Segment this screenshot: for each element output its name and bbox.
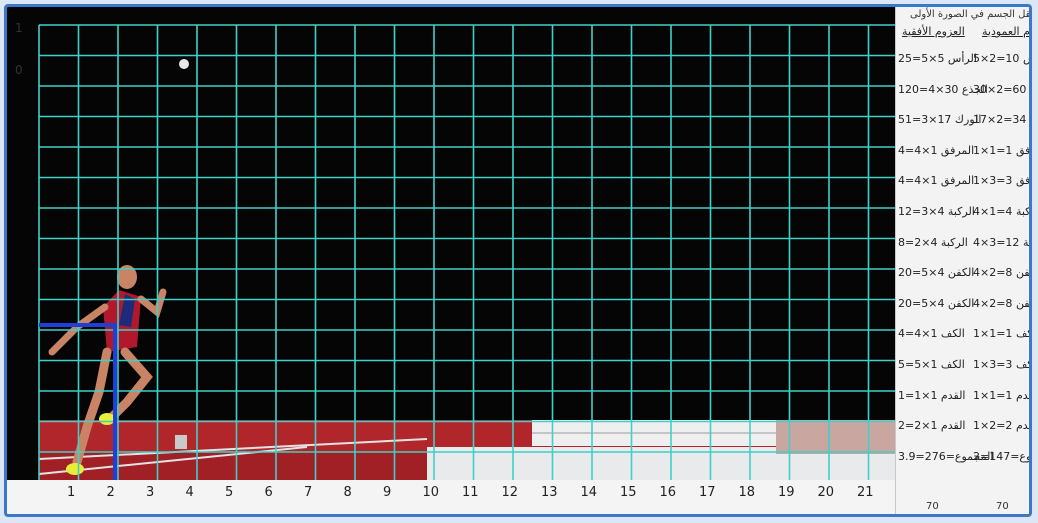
x-axis-tick-label: 15 [620,485,637,500]
x-axis-tick-label: 18 [738,485,756,500]
vertical-moment-cell: 17×2=34 الورك [973,113,1029,127]
vertical-moment-cell: 5×2=10 الرأس [973,52,1029,65]
horizontal-moment-cell: المرفق 1×4=4 [898,174,975,188]
y-axis-label: 0 [15,63,23,77]
vertical-moment-cell: 1×1=1 الكف [973,327,1032,341]
horizontal-moment-cell: الركبة 4×3=12 [898,205,975,218]
horizontal-moment-cell: الكف 1×4=4 [898,327,965,341]
light-spot [179,59,189,69]
horizontal-moment-cell: الورك 17×3=51 [898,113,982,127]
x-axis-tick-label: 20 [817,485,835,500]
vertical-moment-cell: 1×2=2 القدم [973,419,1029,433]
table-title: مركز ثقل الجسم في الصورة الأولى [910,9,1032,20]
x-axis-tick-label: 16 [659,485,677,500]
horizontal-moment-cell: الكفن 4×5=20 [898,296,975,310]
running-track [38,420,895,480]
vertical-moments-header: العزوم العمودية [982,25,1030,38]
center-of-gravity-lines [39,323,117,485]
measurement-grid [38,24,895,480]
x-axis-tick-label: 17 [699,485,716,500]
horizontal-moment-cell: المرفق 1×4=4 [898,143,975,157]
vertical-moment-cell: المجموع=147=2 [973,449,1032,463]
starting-block [175,435,187,449]
horizontal-moment-cell: القدم 1×2=2 [898,419,966,433]
x-axis-tick-label: 10 [422,485,440,500]
x-axis-tick-label: 3 [146,485,155,500]
horizontal-moments-header: العزوم الأفقية [902,25,965,38]
vertical-moment-cell: 4×3=12 الركبة [973,235,1032,249]
vertical-moment-cell: 30×2=60 الجذع [973,82,1029,96]
horizontal-moment-cell: المجموع=276=3.9 [898,449,994,463]
athlete-grid-photo [7,7,895,514]
vertical-moment-cell: 1×3=3 الكف [973,358,1032,371]
x-axis-tick-label: 6 [264,485,273,500]
moments-table: مركز ثقل الجسم في الصورة الأولى العزوم ا… [895,7,1032,514]
vertical-moment-cell: 4×2=8 الكفن [973,296,1030,310]
x-axis-tick-label: 21 [857,485,874,500]
x-axis-tick-label: 8 [343,485,352,500]
vertical-moment-cell: 1×1=1 المرفق [973,143,1031,157]
x-axis-tick-label: 7 [304,485,313,500]
x-axis-tick-label: 19 [778,485,795,500]
x-axis-tick-label: 5 [225,485,234,500]
horizontal-moment-cell: الجذع 30×4=120 [898,82,988,96]
horizontal-moment-cell: الكف 1×5=5 [898,358,965,371]
x-axis-tick-label: 13 [541,485,558,500]
vertical-moment-cell: 4×2=8 الكفن [973,266,1030,280]
vertical-moment-cell: 1×3=3 المرفق [973,174,1031,188]
vertical-moment-cell: 4×1=4 الركبة [973,205,1031,218]
x-axis-tick-label: 9 [383,485,392,500]
footer-right: 70 [996,501,1009,512]
y-axis-label: 1 [15,21,23,35]
x-axis-tick-label: 14 [580,485,598,500]
horizontal-moment-cell: الركبة 4×2=8 [898,235,968,249]
horizontal-moment-cell: الكفن 4×5=20 [898,266,975,280]
horizontal-moment-cell: القدم 1×1=1 [898,388,966,402]
x-axis-tick-label: 11 [462,485,479,500]
x-axis-tick-label: 4 [185,485,194,500]
x-axis-tick-label: 1 [67,485,76,500]
axis-strip [7,480,895,514]
x-axis-tick-label: 2 [106,485,115,500]
horizontal-moment-cell: الرأس 5×5=25 [898,52,977,65]
vertical-moment-cell: 1×1=1 القدم [973,388,1029,402]
footer-left: 70 [926,501,939,512]
x-axis-tick-label: 12 [501,485,519,500]
